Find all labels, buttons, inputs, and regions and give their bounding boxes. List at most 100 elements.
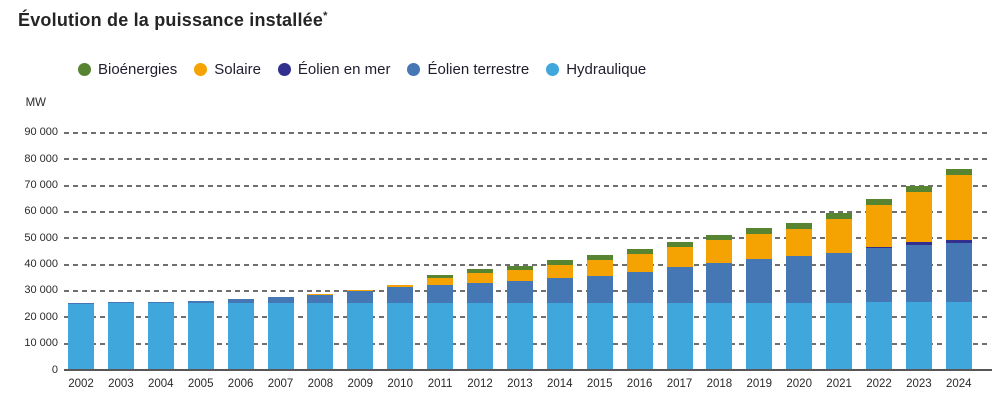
x-tick-label-2006: 2006 bbox=[227, 378, 254, 390]
chart-title-text: Évolution de la puissance installée bbox=[18, 10, 324, 30]
bar-segment-eolien-terrestre-2005 bbox=[187, 300, 214, 303]
bar-2024 bbox=[945, 0, 972, 409]
bar-segment-eolien-en-mer-2024 bbox=[945, 239, 972, 244]
x-tick-label-2015: 2015 bbox=[586, 378, 613, 390]
x-tick-label-2004: 2004 bbox=[148, 378, 174, 390]
x-tick-label-2012: 2012 bbox=[467, 378, 493, 390]
bar-segment-eolien-terrestre-2002 bbox=[68, 302, 94, 304]
y-tick-label-90000: 90 000 bbox=[24, 126, 58, 139]
y-tick-label-30000: 30 000 bbox=[24, 284, 58, 297]
legend-item-eolien-terrestre: Éolien terrestre bbox=[407, 61, 529, 78]
y-tick-label-70000: 70 000 bbox=[24, 179, 58, 191]
bar-segment-hydraulique-2012 bbox=[467, 302, 493, 370]
legend-swatch-bioenergies bbox=[78, 63, 91, 76]
legend-swatch-solaire bbox=[194, 63, 208, 76]
y-axis-unit-label: MW bbox=[25, 97, 46, 109]
bar-segment-hydraulique-2004 bbox=[147, 302, 174, 370]
bar-segment-eolien-terrestre-2023 bbox=[905, 244, 932, 303]
bar-segment-eolien-terrestre-2011 bbox=[427, 285, 454, 303]
bar-segment-eolien-terrestre-2010 bbox=[387, 287, 414, 304]
bar-2002 bbox=[68, 0, 94, 409]
legend: Bioénergies Solaire Éolien en mer Éolien te… bbox=[78, 61, 646, 78]
bar-segment-solaire-2009 bbox=[347, 290, 374, 291]
x-axis-line bbox=[64, 369, 992, 371]
chart-title: Évolution de la puissance installée* bbox=[18, 10, 328, 31]
chart-title-asterisk: * bbox=[323, 10, 328, 22]
bar-segment-eolien-terrestre-2013 bbox=[506, 281, 533, 303]
legend-item-eolien-en-mer: Éolien en mer bbox=[277, 61, 390, 78]
bar-segment-bioenergies-2014 bbox=[546, 260, 573, 265]
legend-item-solaire: Solaire bbox=[194, 61, 261, 78]
x-tick-label-2016: 2016 bbox=[626, 378, 653, 390]
bar-segment-eolien-terrestre-2003 bbox=[107, 302, 134, 304]
bar-segment-eolien-terrestre-2014 bbox=[546, 278, 573, 304]
bar-segment-solaire-2024 bbox=[945, 175, 972, 240]
bar-segment-solaire-2010 bbox=[387, 285, 414, 288]
x-tick-label-2024: 2024 bbox=[946, 378, 972, 390]
y-tick-label-0: 0 bbox=[51, 363, 58, 376]
x-tick-label-2005: 2005 bbox=[187, 378, 214, 390]
legend-label: Bioénergies bbox=[98, 61, 178, 78]
bar-2021 bbox=[826, 0, 853, 409]
bar-2005 bbox=[187, 0, 214, 409]
bar-segment-hydraulique-2003 bbox=[107, 303, 134, 370]
bar-segment-solaire-2012 bbox=[467, 272, 493, 283]
bar-segment-hydraulique-2021 bbox=[826, 302, 853, 370]
x-tick-label-2014: 2014 bbox=[547, 378, 573, 390]
y-tick-label-20000: 20 000 bbox=[24, 310, 58, 323]
bar-segment-solaire-2013 bbox=[506, 269, 533, 282]
bar-segment-hydraulique-2023 bbox=[905, 302, 932, 370]
legend-label: Solaire bbox=[214, 61, 261, 78]
bar-segment-solaire-2017 bbox=[666, 246, 693, 268]
bar-2022 bbox=[866, 0, 892, 409]
bar-2020 bbox=[786, 0, 813, 409]
bar-segment-solaire-2011 bbox=[427, 278, 454, 286]
bar-segment-eolien-terrestre-2008 bbox=[307, 293, 334, 303]
bar-segment-eolien-terrestre-2015 bbox=[586, 275, 613, 303]
legend-label: Hydraulique bbox=[566, 61, 647, 78]
bar-segment-solaire-2019 bbox=[746, 233, 773, 260]
bar-segment-eolien-terrestre-2018 bbox=[706, 262, 733, 303]
bar-segment-hydraulique-2005 bbox=[187, 302, 214, 370]
bar-segment-hydraulique-2020 bbox=[786, 302, 813, 370]
bar-segment-bioenergies-2019 bbox=[746, 228, 773, 234]
x-tick-label-2021: 2021 bbox=[826, 378, 852, 390]
bar-2017 bbox=[666, 0, 693, 409]
bar-segment-solaire-2016 bbox=[626, 254, 653, 272]
bar-2007 bbox=[267, 0, 294, 409]
bar-2018 bbox=[706, 0, 733, 409]
x-tick-label-2007: 2007 bbox=[267, 378, 294, 390]
bar-2012 bbox=[467, 0, 493, 409]
legend-label: Éolien terrestre bbox=[427, 61, 530, 78]
bar-2015 bbox=[586, 0, 613, 409]
bar-segment-hydraulique-2008 bbox=[307, 302, 334, 370]
legend-swatch-eolien-en-mer bbox=[277, 63, 291, 76]
gridline-40000 bbox=[64, 263, 988, 266]
x-tick-label-2010: 2010 bbox=[387, 378, 413, 390]
gridline-60000 bbox=[64, 210, 988, 213]
bar-segment-eolien-terrestre-2016 bbox=[626, 271, 653, 303]
bar-2009 bbox=[347, 0, 374, 409]
bar-2011 bbox=[427, 0, 454, 409]
bar-segment-solaire-2008 bbox=[307, 293, 334, 295]
x-tick-label-2020: 2020 bbox=[786, 378, 812, 390]
gridline-90000 bbox=[64, 131, 988, 134]
bar-segment-bioenergies-2015 bbox=[586, 255, 613, 260]
x-tick-label-2022: 2022 bbox=[866, 378, 892, 390]
bar-segment-hydraulique-2011 bbox=[427, 302, 454, 370]
bar-segment-bioenergies-2024 bbox=[945, 169, 972, 176]
bar-segment-hydraulique-2018 bbox=[706, 302, 733, 370]
bar-segment-hydraulique-2013 bbox=[506, 302, 533, 370]
bar-segment-solaire-2014 bbox=[546, 264, 573, 279]
bar-segment-bioenergies-2016 bbox=[626, 248, 653, 254]
bar-2008 bbox=[307, 0, 334, 409]
x-tick-label-2017: 2017 bbox=[666, 378, 693, 390]
bar-segment-eolien-terrestre-2020 bbox=[786, 256, 813, 303]
bar-segment-bioenergies-2021 bbox=[826, 212, 853, 219]
bar-segment-eolien-en-mer-2023 bbox=[905, 242, 932, 245]
x-tick-label-2009: 2009 bbox=[347, 378, 374, 390]
x-tick-label-2019: 2019 bbox=[746, 378, 773, 390]
bar-2010 bbox=[387, 0, 414, 409]
bar-segment-hydraulique-2022 bbox=[866, 302, 892, 370]
